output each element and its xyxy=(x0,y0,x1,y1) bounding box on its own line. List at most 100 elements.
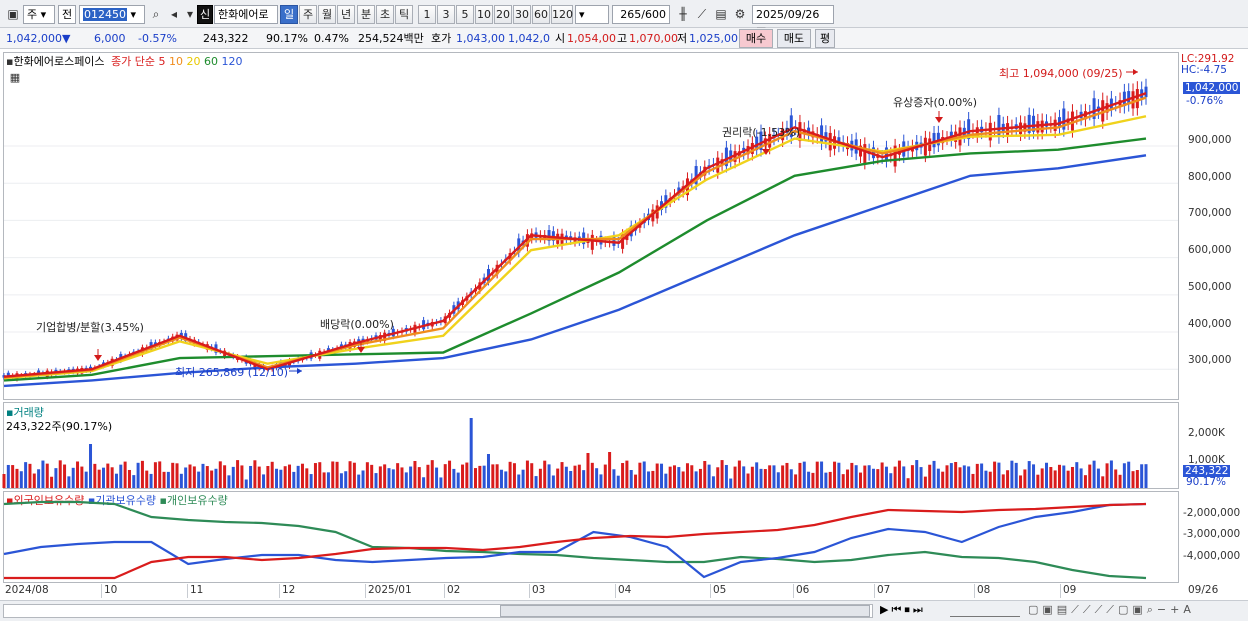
volume-bar xyxy=(41,460,45,488)
volume-bar xyxy=(789,469,793,488)
chevron-down-icon[interactable]: ▾ xyxy=(186,7,194,21)
scroll-thumb[interactable] xyxy=(500,605,870,617)
x-tick-1: 10 xyxy=(104,584,118,596)
volume-bar xyxy=(1045,462,1049,488)
volume-bar xyxy=(97,469,101,488)
volume-bar xyxy=(2,474,6,488)
volume-bar xyxy=(621,463,625,488)
zoom-slider[interactable] xyxy=(950,603,1020,617)
rights-annotation: 권리락(-1.53%) xyxy=(722,126,800,139)
volume-bar xyxy=(495,464,499,488)
minute-10[interactable]: 10 xyxy=(475,5,493,24)
minute-5[interactable]: 5 xyxy=(456,5,474,24)
volume-bar xyxy=(685,463,689,488)
buy-button[interactable]: 매수 xyxy=(739,29,773,48)
candle-body xyxy=(694,166,698,185)
volume-bar xyxy=(335,461,339,488)
period-tick[interactable]: 틱 xyxy=(395,5,413,24)
volume-bar xyxy=(616,475,620,488)
candle-icon[interactable]: ╫ xyxy=(679,7,687,21)
quote-volume-ratio: 90.17% xyxy=(266,32,308,45)
search-icon[interactable]: ⌕ xyxy=(152,7,160,21)
volume-bar xyxy=(1122,463,1126,488)
volume-bar xyxy=(465,462,469,488)
type-select[interactable]: 주 ▾ xyxy=(23,5,55,24)
grid-icon[interactable]: ▦ xyxy=(9,71,21,84)
volume-bar xyxy=(227,475,231,488)
window-icon[interactable]: ▣ xyxy=(7,7,19,21)
minute-1[interactable]: 1 xyxy=(418,5,436,24)
volume-bar xyxy=(249,465,253,488)
volume-bar xyxy=(236,460,240,488)
range-button[interactable]: 전 xyxy=(58,5,76,24)
volume-bar xyxy=(478,465,482,488)
volume-bar xyxy=(491,464,495,488)
volume-bar xyxy=(1140,464,1144,488)
minute-60[interactable]: 60 xyxy=(532,5,550,24)
volume-bar xyxy=(270,461,274,488)
volume-bar xyxy=(339,473,343,488)
custom-period-select[interactable]: ▾ xyxy=(575,5,609,24)
volume-bar xyxy=(1135,470,1139,488)
volume-bar xyxy=(357,474,361,488)
gear-icon[interactable]: ⚙ xyxy=(734,7,746,21)
candle-body xyxy=(967,119,971,140)
quote-amount: 254,524백만 xyxy=(358,32,424,45)
volume-bar xyxy=(936,468,940,488)
volume-bar xyxy=(859,472,862,488)
volume-bar xyxy=(67,476,71,488)
volume-bar xyxy=(871,468,875,488)
volume-bar xyxy=(292,471,296,488)
volume-bar xyxy=(884,466,888,488)
period-week[interactable]: 주 xyxy=(299,5,317,24)
volume-bar xyxy=(300,463,304,488)
volume-bar xyxy=(19,471,23,488)
period-day[interactable]: 일 xyxy=(280,5,298,24)
count-input[interactable]: 265/600 xyxy=(612,5,670,24)
period-month[interactable]: 월 xyxy=(318,5,336,24)
candle-body xyxy=(1144,86,1148,98)
candle-body xyxy=(750,142,754,154)
date-input[interactable]: 2025/09/26 ▦ xyxy=(752,5,834,38)
stock-name-field[interactable]: 한화에어로 xyxy=(214,5,278,24)
volume-bar xyxy=(383,464,387,488)
speaker-icon[interactable]: ◂ xyxy=(170,7,178,21)
minute-30[interactable]: 30 xyxy=(513,5,531,24)
period-year[interactable]: 년 xyxy=(337,5,355,24)
minute-20[interactable]: 20 xyxy=(494,5,512,24)
minute-120[interactable]: 120 xyxy=(551,5,573,24)
eval-button[interactable]: 평 xyxy=(815,29,835,48)
ma-20-label: 20 xyxy=(186,55,201,68)
volume-bar xyxy=(348,461,352,488)
volume-bar xyxy=(231,466,235,488)
volume-bar xyxy=(664,473,668,488)
tool-icons[interactable]: ▢▣▤⟋⟋⟋⟋▢▣⌕−+A xyxy=(1028,603,1195,616)
period-minute[interactable]: 분 xyxy=(357,5,375,24)
volume-bar xyxy=(279,469,283,488)
minute-3[interactable]: 3 xyxy=(437,5,455,24)
playback-controls[interactable]: ▶⏮⏹⏭ xyxy=(880,603,926,616)
save-icon[interactable]: ▤ xyxy=(715,7,727,21)
x-tick-10: 07 xyxy=(877,584,891,596)
candle-body xyxy=(1109,98,1113,110)
volume-bar xyxy=(456,472,460,488)
sell-button[interactable]: 매도 xyxy=(777,29,811,48)
scroll-bar[interactable]: ▶⏮⏹⏭ ▢▣▤⟋⟋⟋⟋▢▣⌕−+A xyxy=(0,600,1248,621)
volume-bar xyxy=(192,466,196,488)
x-separator xyxy=(187,584,188,598)
lc-label: LC:291.92 xyxy=(1181,53,1235,65)
volume-bar xyxy=(949,463,953,488)
volume-bar xyxy=(577,464,581,488)
x-tick-6: 03 xyxy=(532,584,546,596)
volume-bar xyxy=(997,462,1001,488)
volume-bar xyxy=(486,454,490,488)
candle-body xyxy=(828,132,832,151)
period-second[interactable]: 초 xyxy=(376,5,394,24)
volume-bar xyxy=(361,470,365,488)
volume-bar xyxy=(253,460,257,488)
volume-bar xyxy=(58,460,62,488)
stock-code-input[interactable]: 012450 ▾ xyxy=(79,5,145,24)
draw-icon[interactable]: ⟋ xyxy=(697,7,707,21)
x-separator xyxy=(793,584,794,598)
volume-bar xyxy=(720,460,724,488)
